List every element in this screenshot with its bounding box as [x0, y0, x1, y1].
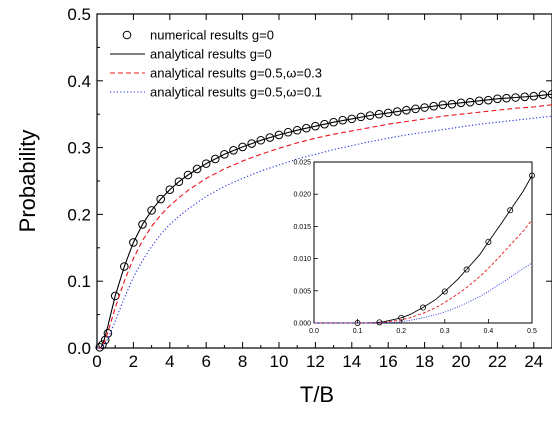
data-point	[320, 119, 329, 129]
inset-x-tick-label: 0.2	[396, 328, 406, 335]
inset-x-tick-label: 0.0	[309, 328, 319, 335]
inset-data-point	[463, 266, 470, 273]
inset-y-tick-label: 0.020	[293, 192, 311, 199]
x-tick-label: 20	[452, 352, 471, 371]
x-tick-label: 16	[379, 352, 398, 371]
data-point	[247, 139, 256, 148]
inset-x-tick-label: 0.4	[484, 328, 494, 335]
inset-x-tick-label: 0.3	[440, 328, 450, 335]
x-tick-label: 24	[524, 352, 543, 371]
data-point	[229, 145, 238, 155]
x-tick-label: 12	[306, 352, 325, 371]
data-point	[183, 170, 193, 180]
data-point	[95, 343, 105, 352]
data-point	[365, 111, 375, 120]
x-tick-label: 22	[488, 352, 507, 371]
data-point	[311, 121, 320, 131]
series-line	[97, 93, 552, 349]
x-tick-label: 14	[342, 352, 361, 371]
data-point	[347, 114, 357, 124]
inset-x-tick-label: 0.1	[353, 328, 363, 335]
inset-series-line	[314, 175, 533, 324]
data-point	[103, 329, 113, 338]
data-point	[129, 238, 138, 247]
data-point	[220, 149, 229, 159]
legend-entry-label: analytical results g=0	[150, 47, 272, 62]
legend-marker	[122, 30, 132, 40]
inset-data-point	[507, 207, 514, 214]
x-tick-label: 4	[165, 352, 174, 371]
x-axis-title: T/B	[300, 382, 334, 407]
y-tick-label: 0.5	[67, 5, 91, 24]
y-tick-label: 0.1	[67, 272, 91, 291]
y-tick-label: 0.4	[67, 72, 91, 91]
data-point	[174, 177, 184, 186]
data-point	[283, 127, 293, 137]
y-axis-title: Probability	[15, 130, 40, 233]
inset-series-line	[314, 219, 533, 324]
data-point	[329, 117, 338, 127]
inset-y-tick-label: 0.015	[293, 224, 311, 231]
data-point	[292, 125, 302, 135]
inset-data-point	[398, 314, 405, 321]
inset-y-tick-label: 0.000	[293, 321, 311, 328]
inset-y-tick-label: 0.025	[293, 160, 311, 167]
inset-frame	[313, 161, 533, 324]
x-tick-label: 10	[270, 352, 289, 371]
inset-series-line	[314, 262, 533, 324]
data-point	[201, 159, 211, 168]
y-tick-label: 0.0	[67, 339, 91, 358]
legend: numerical results g=0 analytical results …	[110, 28, 322, 100]
y-tick-label: 0.3	[67, 139, 91, 158]
legend-entry-label: analytical results g=0.5,ω=0.1	[150, 85, 322, 100]
x-tick-label: 6	[201, 352, 210, 371]
inset-y-tick-label: 0.005	[293, 288, 311, 295]
x-tick-label: 2	[129, 352, 138, 371]
x-tick-label: 0	[92, 352, 101, 371]
data-point	[256, 135, 266, 145]
data-point	[265, 133, 275, 142]
data-point	[274, 130, 284, 140]
data-point	[138, 220, 147, 229]
y-tick-label: 0.2	[67, 205, 91, 224]
data-point	[165, 185, 175, 194]
x-tick-label: 18	[415, 352, 434, 371]
series-line	[97, 115, 552, 349]
inset-data-point	[419, 304, 426, 311]
inset-data-point	[441, 288, 448, 295]
data-point	[120, 262, 129, 271]
legend-entry-label: numerical results g=0	[150, 28, 274, 43]
data-point	[238, 142, 247, 152]
inset-y-tick-label: 0.010	[293, 256, 311, 263]
data-point	[411, 104, 420, 114]
x-tick-label: 8	[238, 352, 247, 371]
data-point	[156, 194, 165, 204]
inset-data-point	[485, 238, 492, 245]
data-point	[211, 154, 220, 164]
data-point	[302, 123, 311, 133]
data-point	[192, 164, 202, 174]
inset-x-tick-label: 0.5	[527, 328, 537, 335]
inset-data-point	[529, 172, 536, 179]
data-point	[98, 340, 107, 349]
data-point	[147, 206, 156, 215]
legend-entry-label: analytical results g=0.5,ω=0.3	[150, 66, 322, 81]
